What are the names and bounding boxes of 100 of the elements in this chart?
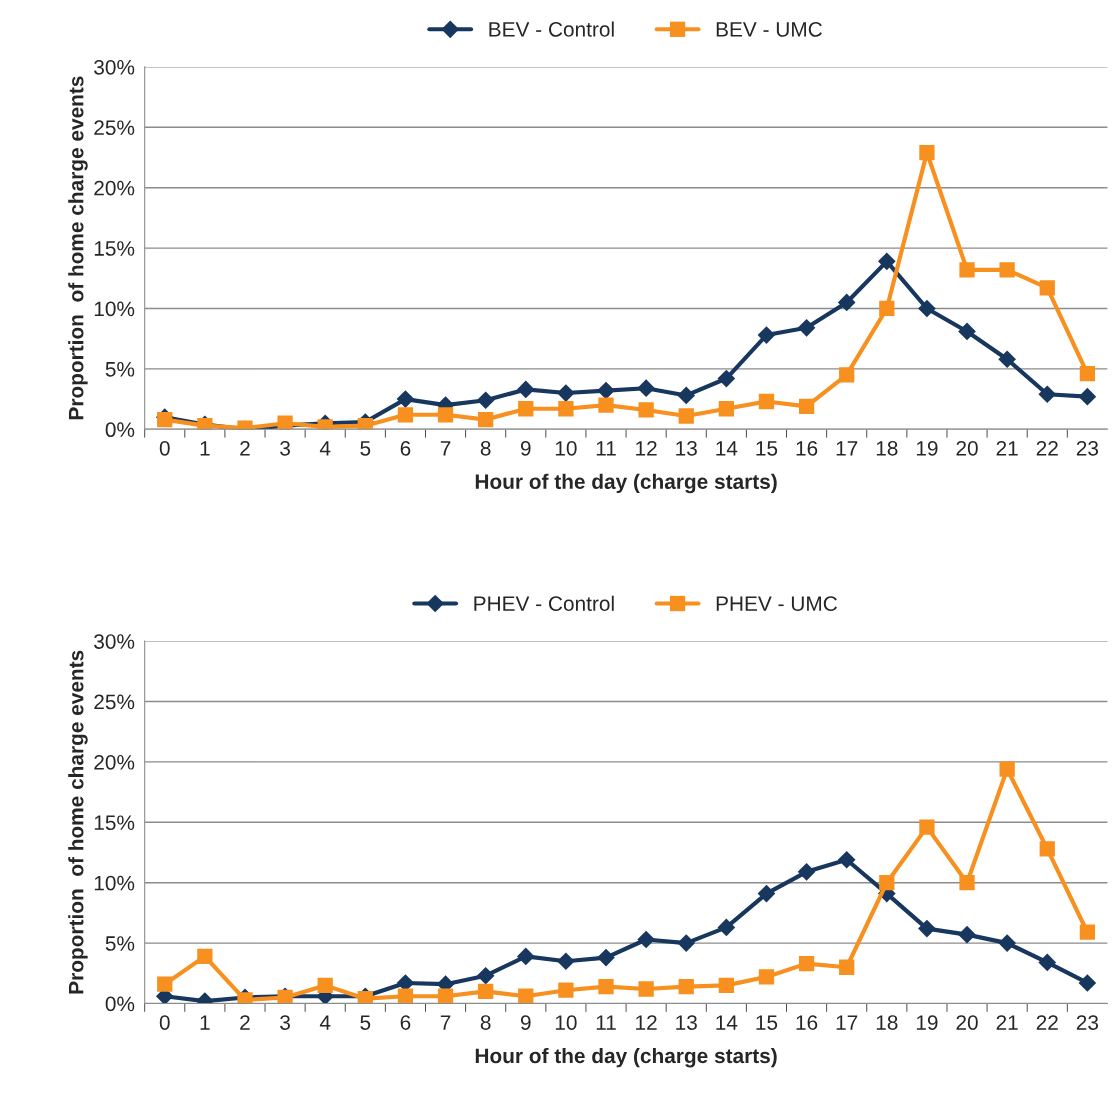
point (558, 982, 574, 998)
point (397, 407, 414, 423)
y-axis-title: Proportion of home charge events (68, 650, 88, 994)
x-tick-label: 14 (716, 1015, 738, 1030)
point (518, 988, 534, 1004)
point (557, 952, 575, 971)
y-tick-label: 30% (94, 59, 135, 75)
point (1078, 387, 1097, 406)
point (437, 407, 454, 423)
y-tick-label: 20% (94, 180, 135, 196)
point (757, 884, 776, 903)
x-tick-label: 2 (240, 1015, 250, 1030)
legend-label: PHEV - UMC (716, 596, 837, 612)
point (197, 948, 213, 965)
point (1079, 924, 1096, 940)
point (157, 976, 173, 992)
x-tick-label: 21 (996, 1015, 1018, 1030)
y-tick-label: 0% (105, 996, 135, 1012)
point (516, 380, 535, 399)
point (998, 934, 1016, 952)
x-tick-label: 8 (480, 440, 491, 456)
x-tick-label: 19 (916, 1015, 938, 1030)
point (677, 934, 696, 952)
point (598, 978, 614, 995)
x-tick-label: 11 (596, 1015, 616, 1030)
point (638, 981, 654, 997)
y-tick-label: 15% (94, 815, 135, 831)
x-tick-label: 16 (796, 1015, 818, 1030)
point (877, 252, 896, 271)
x-tick-label: 17 (836, 1015, 858, 1030)
x-tick-label: 14 (716, 441, 738, 456)
y-axis-title: Proportion of home charge events (68, 76, 88, 420)
point (1038, 953, 1057, 972)
point (678, 408, 694, 424)
point (718, 401, 734, 417)
x-tick-label: 18 (876, 1015, 898, 1030)
point (637, 930, 655, 949)
x-tick-label: 21 (996, 440, 1018, 456)
point (879, 875, 895, 891)
point (476, 966, 495, 985)
y-tick-label: 5% (105, 936, 135, 951)
x-tick-label: 12 (636, 440, 657, 456)
x-tick-label: 6 (400, 440, 411, 456)
x-tick-label: 18 (876, 440, 898, 456)
x-tick-label: 3 (280, 440, 290, 456)
x-tick-label: 9 (520, 440, 531, 456)
point (837, 850, 856, 869)
point (837, 293, 856, 312)
point (317, 977, 333, 994)
x-tick-label: 8 (480, 1015, 491, 1030)
point (919, 819, 935, 835)
x-tick-label: 23 (1076, 1015, 1099, 1030)
point (1039, 841, 1055, 857)
legend-label: PHEV - Control (474, 595, 614, 612)
point (597, 381, 615, 400)
x-tick-label: 0 (159, 1015, 170, 1030)
point (839, 367, 855, 383)
x-tick-label: 0 (159, 440, 170, 456)
point (476, 391, 495, 410)
point (478, 411, 494, 428)
point (717, 369, 736, 388)
x-tick-label: 6 (400, 1015, 411, 1030)
x-tick-label: 7 (440, 441, 451, 456)
x-tick-label: 22 (1036, 440, 1058, 456)
point (1079, 366, 1096, 382)
point (918, 299, 936, 318)
point (958, 925, 976, 944)
y-tick-label: 25% (94, 120, 135, 136)
point (557, 384, 575, 402)
point (999, 761, 1015, 777)
x-tick-label: 1 (200, 441, 210, 456)
point (879, 300, 895, 317)
point (757, 326, 776, 344)
point (1039, 280, 1055, 296)
point (919, 145, 935, 161)
x-tick-label: 20 (956, 440, 978, 456)
point (478, 983, 494, 1000)
point (718, 977, 734, 994)
x-tick-label: 17 (836, 441, 858, 456)
point (918, 919, 936, 938)
x-tick-label: 11 (596, 441, 616, 456)
x-tick-label: 20 (956, 1015, 978, 1030)
x-tick-label: 9 (520, 1015, 531, 1030)
x-tick-label: 12 (636, 1015, 657, 1030)
point (518, 401, 534, 417)
x-tick-label: 1 (200, 1015, 210, 1030)
y-tick-label: 5% (105, 361, 135, 377)
point (797, 318, 816, 337)
x-tick-label: 10 (555, 440, 577, 456)
point (597, 948, 615, 967)
point (998, 350, 1016, 369)
point (798, 956, 815, 972)
point (558, 401, 574, 417)
legend-label: BEV - UMC (716, 22, 822, 37)
point (959, 875, 975, 891)
point (678, 978, 694, 995)
y-tick-label: 25% (94, 694, 135, 710)
point (758, 393, 775, 410)
x-tick-label: 5 (360, 441, 371, 456)
point (357, 991, 373, 1004)
